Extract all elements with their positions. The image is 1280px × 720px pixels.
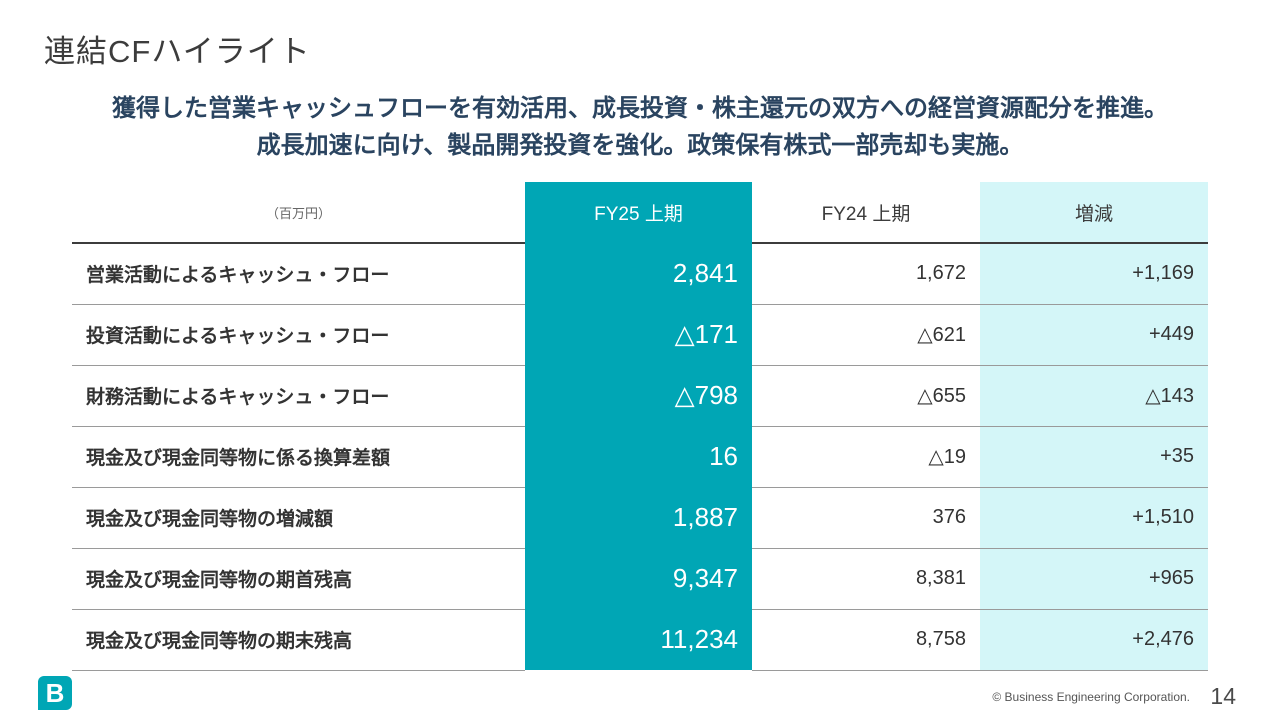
fy24-value: 376 [752,487,980,549]
table-row: 財務活動によるキャッシュ・フロー △798 △655 △143 [72,365,1208,427]
fy24-value: 8,381 [752,548,980,610]
page-title: 連結CFハイライト [44,34,311,69]
table-header-row: （百万円） FY25 上期 FY24 上期 増減 [72,182,1208,244]
row-label: 投資活動によるキャッシュ・フロー [72,304,525,366]
diff-value: +1,169 [980,243,1208,305]
table-row: 営業活動によるキャッシュ・フロー 2,841 1,672 +1,169 [72,243,1208,305]
column-header-fy25: FY25 上期 [525,182,752,243]
subtitle-line-2: 成長加速に向け、製品開発投資を強化。政策保有株式一部売却も実施。 [256,132,1024,160]
fy24-value: 1,672 [752,243,980,305]
subtitle-line-1: 獲得した営業キャッシュフローを有効活用、成長投資・株主還元の双方への経営資源配分… [112,95,1168,122]
page-number: 14 [1210,683,1236,709]
diff-value: +35 [980,426,1208,488]
table-row: 現金及び現金同等物の増減額 1,887 376 +1,510 [72,487,1208,549]
column-header-fy24: FY24 上期 [752,182,980,244]
fy25-value: 16 [525,426,752,487]
cashflow-table: （百万円） FY25 上期 FY24 上期 増減 営業活動によるキャッシュ・フロ… [72,182,1208,671]
cashflow-table-container: （百万円） FY25 上期 FY24 上期 増減 営業活動によるキャッシュ・フロ… [72,182,1208,671]
row-label: 財務活動によるキャッシュ・フロー [72,365,525,427]
fy24-value: 8,758 [752,609,980,671]
fy25-value: 2,841 [525,243,752,304]
row-label: 現金及び現金同等物の期末残高 [72,609,525,671]
row-label: 現金及び現金同等物の期首残高 [72,548,525,610]
diff-value: +449 [980,304,1208,366]
column-header-diff: 増減 [980,182,1208,244]
fy24-value: △19 [752,426,980,488]
fy25-value: 9,347 [525,548,752,609]
row-label: 営業活動によるキャッシュ・フロー [72,243,525,305]
fy24-value: △655 [752,365,980,427]
diff-value: +2,476 [980,609,1208,671]
row-label: 現金及び現金同等物に係る換算差額 [72,426,525,488]
diff-value: △143 [980,365,1208,427]
table-row: 投資活動によるキャッシュ・フロー △171 △621 +449 [72,304,1208,366]
fy25-value: △171 [525,304,752,365]
company-logo: B [38,676,72,710]
fy24-value: △621 [752,304,980,366]
table-row: 現金及び現金同等物の期末残高 11,234 8,758 +2,476 [72,609,1208,671]
slide-subtitle: 獲得した営業キャッシュフローを有効活用、成長投資・株主還元の双方への経営資源配分… [0,90,1280,164]
row-label: 現金及び現金同等物の増減額 [72,487,525,549]
copyright-text: © Business Engineering Corporation. [992,690,1190,704]
fy25-value: 1,887 [525,487,752,548]
diff-value: +1,510 [980,487,1208,549]
fy25-value: △798 [525,365,752,426]
fy25-value: 11,234 [525,609,752,670]
table-row: 現金及び現金同等物に係る換算差額 16 △19 +35 [72,426,1208,488]
unit-label: （百万円） [72,182,525,244]
diff-value: +965 [980,548,1208,610]
table-row: 現金及び現金同等物の期首残高 9,347 8,381 +965 [72,548,1208,610]
